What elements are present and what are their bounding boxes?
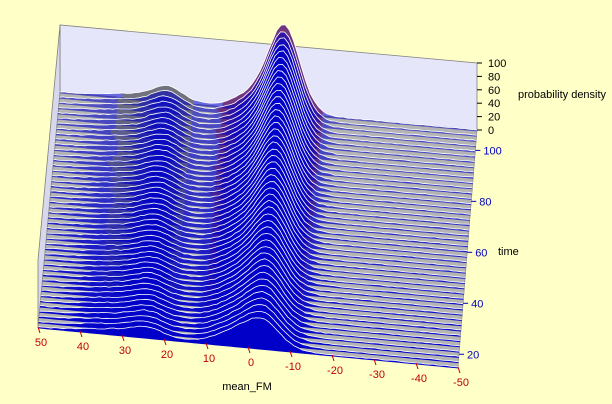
trace-line (50, 148, 470, 231)
trace-line (43, 239, 464, 305)
time-axis-label: time (498, 246, 519, 258)
z-tick-label: 40 (488, 98, 500, 110)
x-tick-label: 40 (77, 341, 89, 353)
z-tick-label: 20 (488, 112, 500, 124)
side-wall-pane (37, 24, 61, 328)
time-tick-label: 40 (471, 298, 483, 310)
x-tick (205, 342, 209, 350)
trace-line (55, 82, 474, 178)
trace-line (52, 128, 471, 215)
trace-line (51, 135, 470, 220)
x-tick-label: 0 (248, 357, 254, 369)
trace-group (37, 24, 478, 369)
trace-line (44, 233, 464, 299)
trace-line (55, 89, 473, 184)
trace-line (38, 311, 459, 363)
x-tick (331, 354, 335, 362)
trace-line (59, 31, 477, 136)
x-tick-label: -10 (285, 361, 301, 373)
trace-line (57, 56, 475, 157)
trace-line (47, 187, 467, 263)
x-tick-group: 50 40 30 20 10 0 -10 -20 -30 -40 -50 (35, 326, 469, 389)
z-tick-label: 0 (488, 125, 494, 137)
time-tick-label: 60 (475, 247, 487, 259)
z-tick-label: 60 (488, 85, 500, 97)
trace-line (46, 199, 466, 273)
trace-line (40, 284, 461, 341)
trace-line (40, 278, 461, 336)
trace-line (49, 167, 468, 246)
trace-line (54, 102, 472, 194)
x-tick (289, 350, 293, 358)
z-tick-label: 100 (488, 58, 506, 70)
trace-line (53, 109, 472, 199)
x-tick (373, 358, 377, 366)
x-tick-label: -40 (411, 373, 427, 385)
trace-line (39, 290, 460, 347)
x-tick (415, 362, 419, 370)
trace-line (56, 70, 475, 168)
z-tick-label: 80 (488, 71, 500, 83)
x-tick-label: -50 (453, 377, 469, 389)
trace-line (42, 252, 463, 315)
trace-line (47, 193, 467, 268)
x-axis-label: mean_FM (222, 381, 272, 393)
trace-line (41, 271, 462, 331)
x-tick (247, 346, 251, 354)
trace-line (50, 154, 469, 236)
x-tick (37, 326, 41, 334)
x-tick-label: 20 (161, 349, 173, 361)
trace-line (37, 317, 459, 368)
x-tick (79, 330, 83, 338)
x-tick (163, 338, 167, 346)
trace-line (39, 297, 460, 352)
trace-line (43, 246, 463, 310)
time-tick-label: 20 (467, 349, 479, 361)
x-tick-label: -30 (369, 369, 385, 381)
trace-line (58, 37, 477, 141)
trace-line (44, 226, 464, 294)
trace-line (42, 258, 462, 320)
x-tick-label: 30 (119, 345, 131, 357)
trace-line (45, 220, 465, 289)
trace-line (57, 50, 476, 152)
x-tick-label: 10 (203, 353, 215, 365)
trace-line (49, 161, 469, 241)
x-tick-label: 50 (35, 337, 47, 349)
trace-line (46, 206, 466, 278)
trace-line (38, 304, 459, 357)
trace-line (48, 181, 467, 257)
x-tick-label: -20 (327, 365, 343, 377)
trace-ribbons (37, 24, 478, 369)
trace-line (54, 96, 473, 189)
trace-line (48, 174, 468, 252)
trace-line (45, 213, 465, 284)
time-tick-group: 20 40 60 80 100 (459, 145, 502, 361)
trace-line (51, 141, 470, 225)
trace-line (53, 115, 472, 205)
trace-line (52, 122, 471, 209)
trace-line (58, 44, 476, 146)
trace-line (59, 24, 478, 131)
time-tick-label: 100 (483, 145, 501, 157)
trace-line (57, 63, 475, 162)
x-tick (121, 334, 125, 342)
trace-line (56, 76, 474, 173)
trace-line (41, 265, 462, 325)
x-tick (457, 366, 461, 374)
time-tick-label: 80 (479, 196, 491, 208)
trace-fill (38, 317, 458, 369)
z-axis-label: probability density (518, 89, 607, 101)
